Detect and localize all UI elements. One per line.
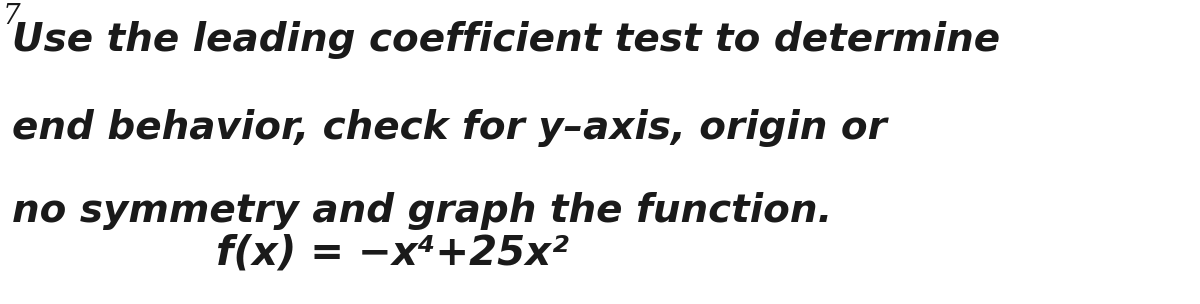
Text: no symmetry and graph the function.: no symmetry and graph the function. <box>12 192 833 230</box>
Text: end behavior, check for y–axis, origin or: end behavior, check for y–axis, origin o… <box>12 109 887 147</box>
Text: f(x) = −x⁴+25x²: f(x) = −x⁴+25x² <box>216 233 569 274</box>
Text: 7: 7 <box>2 3 20 30</box>
Text: Use the leading coefficient test to determine: Use the leading coefficient test to dete… <box>12 21 1000 59</box>
